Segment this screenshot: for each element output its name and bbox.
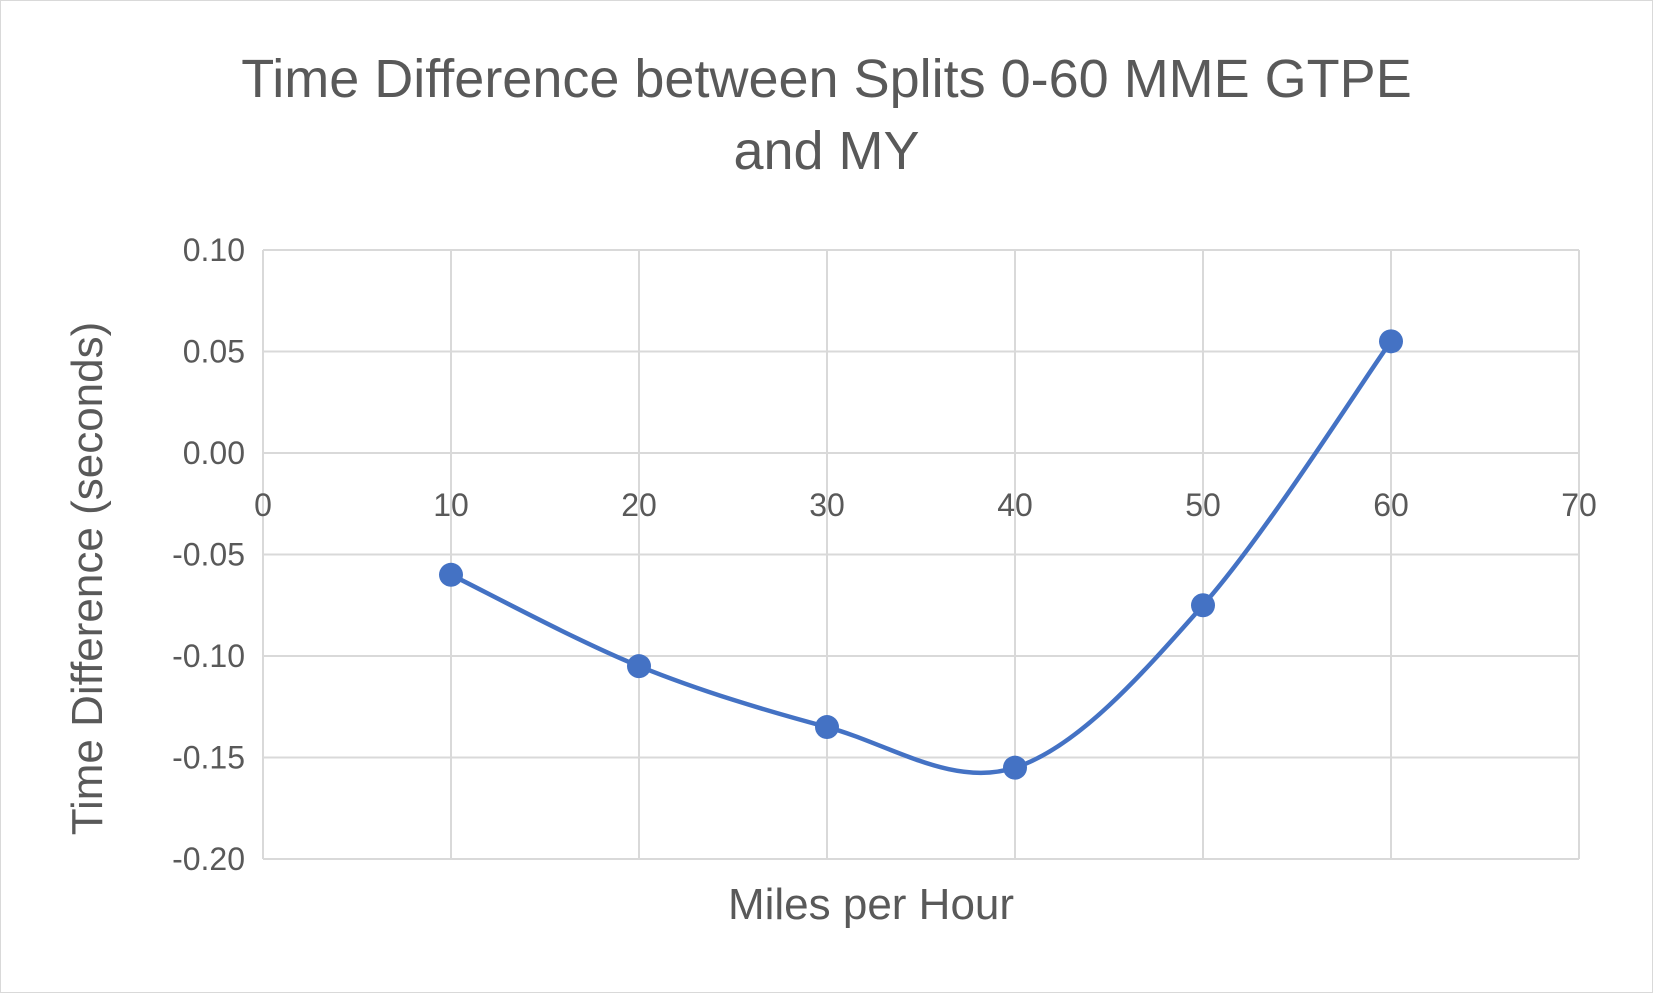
chart-title-line-2: and MY [733, 121, 920, 181]
x-tick-label: 50 [1185, 487, 1221, 523]
series-layer [439, 329, 1403, 780]
x-tick-label: 0 [254, 487, 272, 523]
y-tick-label: 0.05 [183, 334, 245, 370]
y-axis-title: Time Difference (seconds) [63, 322, 112, 836]
x-tick-label: 20 [621, 487, 657, 523]
horizontal-gridlines [263, 249, 1579, 860]
series-line [448, 339, 1394, 776]
data-point-marker [1191, 593, 1215, 618]
x-axis-title: Miles per Hour [728, 880, 1014, 929]
x-tick-label: 70 [1561, 487, 1597, 523]
y-axis-ticks: 0.10 0.05 0.00 -0.05 -0.10 -0.15 -0.20 [172, 232, 245, 877]
x-tick-label: 30 [809, 487, 845, 523]
y-tick-label: -0.15 [172, 740, 245, 776]
y-tick-label: -0.10 [172, 638, 245, 674]
y-tick-label: 0.00 [183, 435, 245, 471]
x-tick-label: 10 [433, 487, 469, 523]
y-tick-label: 0.10 [183, 232, 245, 268]
chart-title-line-1: Time Difference between Splits 0-60 MME … [241, 49, 1412, 109]
chart-title: Time Difference between Splits 0-60 MME … [1, 43, 1652, 187]
data-point-marker [439, 562, 463, 587]
data-point-marker [1003, 755, 1027, 780]
x-tick-label: 40 [997, 487, 1033, 523]
data-point-marker [1379, 329, 1403, 354]
data-point-marker [815, 715, 839, 740]
y-tick-label: -0.20 [172, 841, 245, 877]
data-point-marker [627, 654, 651, 679]
x-axis-ticks: 0 10 20 30 40 50 60 70 [254, 487, 1597, 523]
y-tick-label: -0.05 [172, 537, 245, 573]
x-tick-label: 60 [1373, 487, 1409, 523]
